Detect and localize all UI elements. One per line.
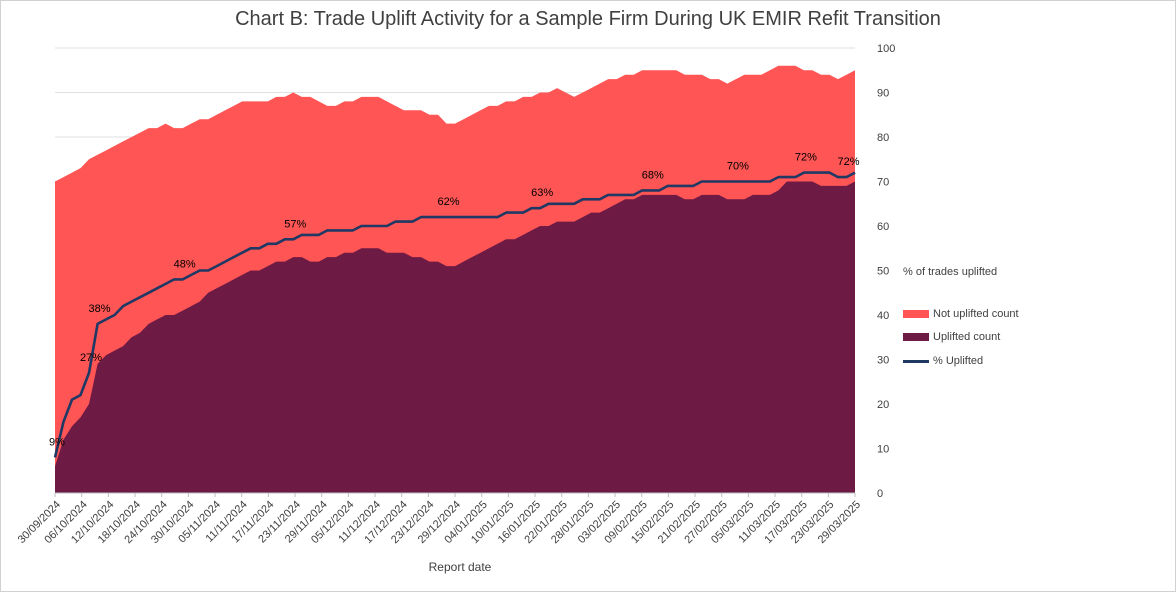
- data-label: 72%: [795, 152, 817, 164]
- data-label: 48%: [174, 258, 196, 270]
- legend-swatch: [903, 359, 929, 363]
- chart-title: Chart B: Trade Uplift Activity for a Sam…: [235, 8, 941, 30]
- x-axis-title: Report date: [428, 560, 492, 574]
- legend-item-pct-uplifted: % Uplifted: [903, 355, 983, 367]
- y-tick-label: 100: [877, 43, 895, 55]
- legend-item-uplifted: Uplifted count: [903, 331, 1000, 343]
- y-tick-label: 40: [877, 310, 889, 322]
- y-tick-label: 10: [877, 444, 889, 456]
- legend-swatch: [903, 310, 929, 318]
- line-pct-uplifted: [53, 171, 856, 458]
- data-label: 63%: [531, 187, 553, 199]
- data-label: 72%: [837, 156, 859, 168]
- data-label: 27%: [80, 352, 102, 364]
- y-tick-label: 60: [877, 221, 889, 233]
- data-label: 62%: [437, 196, 459, 208]
- y-tick-label: 80: [877, 132, 889, 144]
- data-label: 57%: [284, 218, 306, 230]
- y-axis-title: % of trades uplifted: [903, 266, 998, 278]
- y-tick-label: 70: [877, 177, 889, 189]
- y-tick-label: 90: [877, 88, 889, 100]
- legend-label: Not uplifted count: [933, 308, 1019, 320]
- data-label: 68%: [642, 169, 664, 181]
- y-tick-label: 30: [877, 355, 889, 367]
- data-label: 38%: [89, 303, 111, 315]
- data-label: 70%: [727, 161, 749, 173]
- legend-swatch: [903, 333, 929, 341]
- y-tick-label: 50: [877, 266, 889, 278]
- legend-item-not-uplifted: Not uplifted count: [903, 308, 1019, 320]
- legend-label: Uplifted count: [933, 331, 1001, 343]
- data-label: 9%: [49, 436, 65, 448]
- y-tick-label: 20: [877, 399, 889, 411]
- area-uplifted: [55, 181, 855, 493]
- y-tick-label: 0: [877, 488, 883, 500]
- legend-label: % Uplifted: [933, 355, 984, 367]
